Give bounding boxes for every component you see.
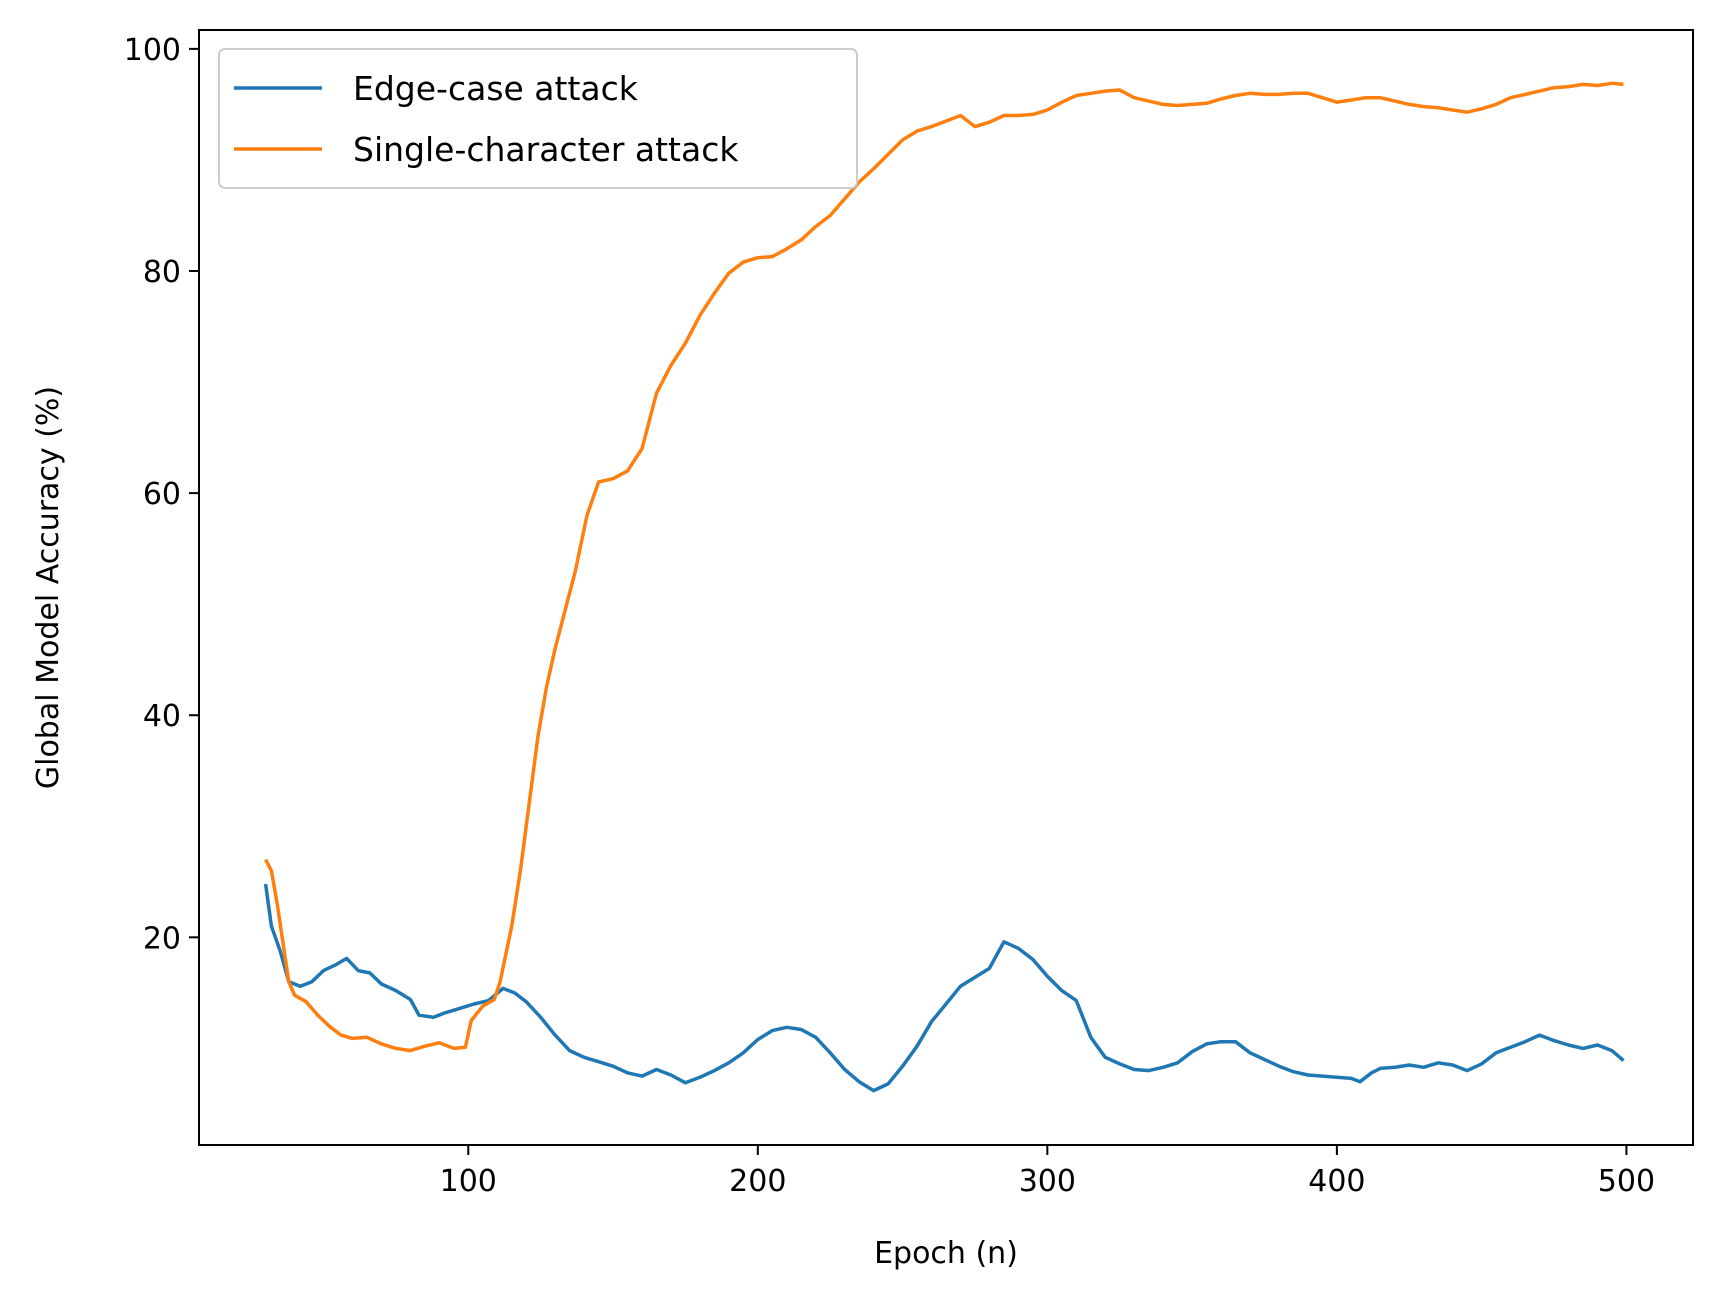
x-axis-label: Epoch (n): [874, 1236, 1018, 1271]
x-tick-label: 400: [1308, 1164, 1365, 1199]
x-axis-ticks: 100 200 300 400 500: [440, 1145, 1655, 1199]
series-layer: [263, 81, 1625, 1093]
y-tick-label: 60: [143, 477, 181, 512]
x-tick-label: 500: [1598, 1164, 1655, 1199]
y-tick-label: 40: [143, 699, 181, 734]
y-tick-label: 100: [124, 33, 181, 68]
y-axis-ticks: 20 40 60 80 100: [124, 33, 199, 956]
x-tick-label: 300: [1019, 1164, 1076, 1199]
legend-box: [218, 48, 858, 189]
legend-label-edge-case: Edge-case attack: [353, 69, 639, 108]
legend: Edge-case attack Single-character attack: [218, 48, 858, 189]
y-tick-label: 20: [143, 921, 181, 956]
series-line-single-character: [264, 81, 1624, 1053]
y-axis-label: Global Model Accuracy (%): [31, 386, 66, 789]
legend-label-single-character: Single-character attack: [353, 130, 739, 169]
plot-frame: [198, 29, 1694, 1146]
y-tick-label: 80: [143, 255, 181, 290]
x-tick-label: 200: [729, 1164, 786, 1199]
series-line-edge-case: [263, 883, 1625, 1093]
x-tick-label: 100: [440, 1164, 497, 1199]
